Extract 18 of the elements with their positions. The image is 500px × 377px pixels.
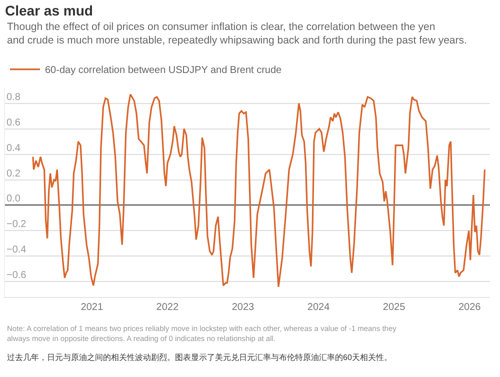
x-tick-label: 2026 <box>458 302 482 313</box>
y-tick-label: −0.2 <box>6 219 27 230</box>
x-tick-label: 2025 <box>382 302 406 313</box>
y-tick-label: −0.6 <box>6 270 27 282</box>
x-tick-label: 2024 <box>307 302 330 313</box>
x-tick-label: 2021 <box>80 302 104 313</box>
chart-subtitle: Though the effect of oil prices on consumer inflation is clear, the correlation between the yen and crude is much more unstable, repeatedly whipsawing back and forth during the past few years. <box>7 21 467 47</box>
chart-title: Clear as mud <box>5 2 93 18</box>
x-tick-label: 2022 <box>156 302 179 313</box>
y-tick-label: −0.4 <box>6 244 27 256</box>
y-tick-label: 0.6 <box>6 117 21 128</box>
y-tick-label: 0.0 <box>6 194 21 205</box>
x-tick-label: 2023 <box>232 302 255 313</box>
y-tick-label: 0.4 <box>6 142 21 154</box>
y-tick-label: 0.2 <box>6 168 21 180</box>
text: 过去几年，日元与原油之间的相关性波动剧烈。图表显示了美元兑日元汇率与布伦特原油汇率的60天相关性。 <box>7 353 392 362</box>
legend-label: 60-day correlation between USDJPY and Brent crude <box>45 65 282 76</box>
y-tick-label: 0.8 <box>6 92 21 103</box>
